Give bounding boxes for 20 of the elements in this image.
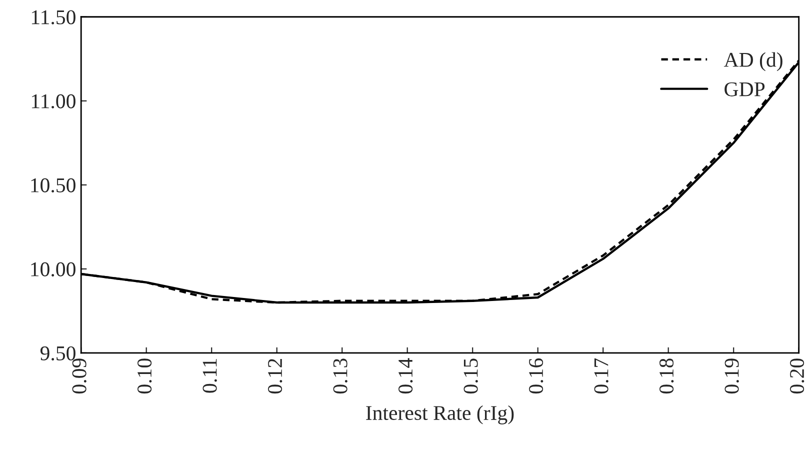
x-tick-label: 0.13 [333, 358, 348, 394]
x-tick-label: 0.15 [464, 358, 478, 394]
y-tick-label: 11.50 [32, 10, 76, 24]
x-axis-title: Interest Rate (rIg) [366, 405, 514, 424]
legend-label: GDP [724, 82, 765, 96]
x-tick-label: 0.16 [528, 358, 544, 394]
x-tick-label: 0.09 [72, 358, 86, 394]
y-tick-label: 11.00 [32, 94, 76, 108]
y-tick-label: 9.50 [40, 346, 76, 360]
x-tick-label: 0.18 [659, 358, 674, 394]
y-tick-label: 10.50 [31, 178, 76, 192]
x-tick-label: 0.17 [594, 358, 608, 394]
x-tick-label: 0.20 [790, 358, 804, 394]
x-tick-label: 0.14 [398, 358, 413, 394]
legend-label: AD (d) [724, 52, 782, 72]
x-tick-label: 0.10 [138, 358, 152, 394]
x-tick-label: 0.19 [724, 358, 739, 394]
x-tick-label: 0.11 [202, 359, 217, 393]
x-tick-label: 0.12 [268, 358, 282, 394]
y-tick-label: 10.00 [31, 262, 76, 276]
